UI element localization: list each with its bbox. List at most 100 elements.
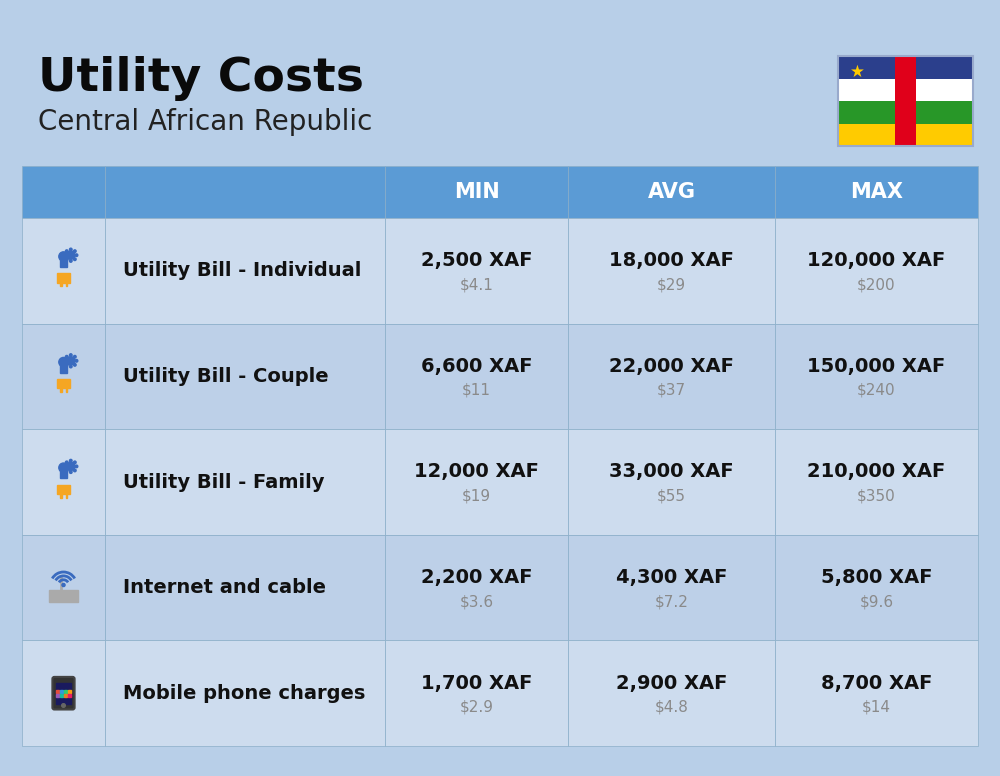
Bar [105, 535, 385, 640]
Bar [838, 101, 973, 123]
Bar [57, 379, 70, 388]
Text: Internet and cable: Internet and cable [123, 578, 326, 597]
Bar [60, 387, 62, 392]
Text: $2.9: $2.9 [460, 700, 494, 715]
Circle shape [59, 252, 68, 262]
Bar [568, 640, 775, 746]
Circle shape [69, 354, 72, 356]
Bar [60, 469, 67, 478]
Text: ★: ★ [849, 63, 864, 81]
Bar [60, 282, 62, 286]
Bar [56, 695, 59, 698]
Bar [22, 535, 105, 640]
Circle shape [75, 359, 78, 362]
Text: $37: $37 [657, 383, 686, 398]
Text: 33,000 XAF: 33,000 XAF [609, 462, 734, 481]
Circle shape [65, 363, 68, 366]
Text: $200: $200 [857, 277, 896, 293]
Text: 2,200 XAF: 2,200 XAF [421, 568, 532, 587]
Text: $9.6: $9.6 [859, 594, 894, 609]
Text: 2,500 XAF: 2,500 XAF [421, 251, 532, 270]
Text: AVG: AVG [648, 182, 696, 202]
Bar [60, 364, 67, 372]
Text: 2,900 XAF: 2,900 XAF [616, 674, 727, 693]
Bar [22, 640, 105, 746]
Text: 120,000 XAF: 120,000 XAF [807, 251, 946, 270]
Bar [105, 640, 385, 746]
Circle shape [74, 461, 76, 463]
Circle shape [62, 584, 65, 587]
Circle shape [74, 258, 76, 261]
Text: 4,300 XAF: 4,300 XAF [616, 568, 727, 587]
Text: 8,700 XAF: 8,700 XAF [821, 674, 932, 693]
Circle shape [69, 471, 72, 473]
Bar [838, 123, 973, 146]
Bar [22, 429, 105, 535]
Text: Utility Bill - Couple: Utility Bill - Couple [123, 367, 329, 386]
Bar [838, 78, 973, 101]
Circle shape [69, 260, 72, 262]
Bar [22, 218, 105, 324]
Text: 210,000 XAF: 210,000 XAF [807, 462, 946, 481]
Bar [385, 324, 568, 429]
Text: Utility Costs: Utility Costs [38, 56, 364, 101]
Circle shape [64, 359, 66, 362]
Text: $240: $240 [857, 383, 896, 398]
Bar [105, 429, 385, 535]
Bar [22, 166, 105, 218]
Text: $19: $19 [462, 489, 491, 504]
Text: 18,000 XAF: 18,000 XAF [609, 251, 734, 270]
Bar [568, 535, 775, 640]
Circle shape [65, 461, 68, 463]
Bar [49, 591, 78, 602]
Bar [105, 166, 385, 218]
Bar [66, 493, 67, 497]
Circle shape [75, 254, 78, 257]
Bar [60, 258, 67, 267]
Bar [775, 640, 978, 746]
Bar [56, 684, 71, 704]
Circle shape [75, 465, 78, 468]
Text: 12,000 XAF: 12,000 XAF [414, 462, 539, 481]
Circle shape [69, 365, 72, 368]
Circle shape [65, 250, 68, 252]
Text: 1,700 XAF: 1,700 XAF [421, 674, 532, 693]
Bar [57, 484, 70, 494]
Bar [385, 166, 568, 218]
Text: $7.2: $7.2 [655, 594, 688, 609]
Circle shape [74, 355, 76, 358]
Circle shape [69, 459, 72, 462]
Circle shape [69, 248, 72, 251]
Text: $350: $350 [857, 489, 896, 504]
Bar [568, 429, 775, 535]
Circle shape [67, 462, 75, 470]
Bar [895, 56, 916, 146]
Bar [568, 166, 775, 218]
Bar [22, 324, 105, 429]
Text: $11: $11 [462, 383, 491, 398]
Bar [64, 690, 67, 693]
Text: $4.8: $4.8 [655, 700, 688, 715]
Bar [838, 56, 973, 78]
Bar [66, 282, 67, 286]
Circle shape [59, 463, 68, 473]
Circle shape [65, 469, 68, 472]
Text: $29: $29 [657, 277, 686, 293]
Bar [68, 690, 71, 693]
Circle shape [67, 251, 75, 259]
Circle shape [65, 258, 68, 261]
Text: 150,000 XAF: 150,000 XAF [807, 357, 946, 376]
Bar [60, 695, 63, 698]
Bar [105, 218, 385, 324]
Circle shape [65, 355, 68, 358]
Bar [775, 166, 978, 218]
Text: 22,000 XAF: 22,000 XAF [609, 357, 734, 376]
Bar [385, 218, 568, 324]
Bar [775, 535, 978, 640]
Bar [838, 56, 973, 146]
Text: $4.1: $4.1 [460, 277, 493, 293]
Text: 5,800 XAF: 5,800 XAF [821, 568, 932, 587]
Bar [68, 695, 71, 698]
Text: 6,600 XAF: 6,600 XAF [421, 357, 532, 376]
Bar [60, 493, 62, 497]
